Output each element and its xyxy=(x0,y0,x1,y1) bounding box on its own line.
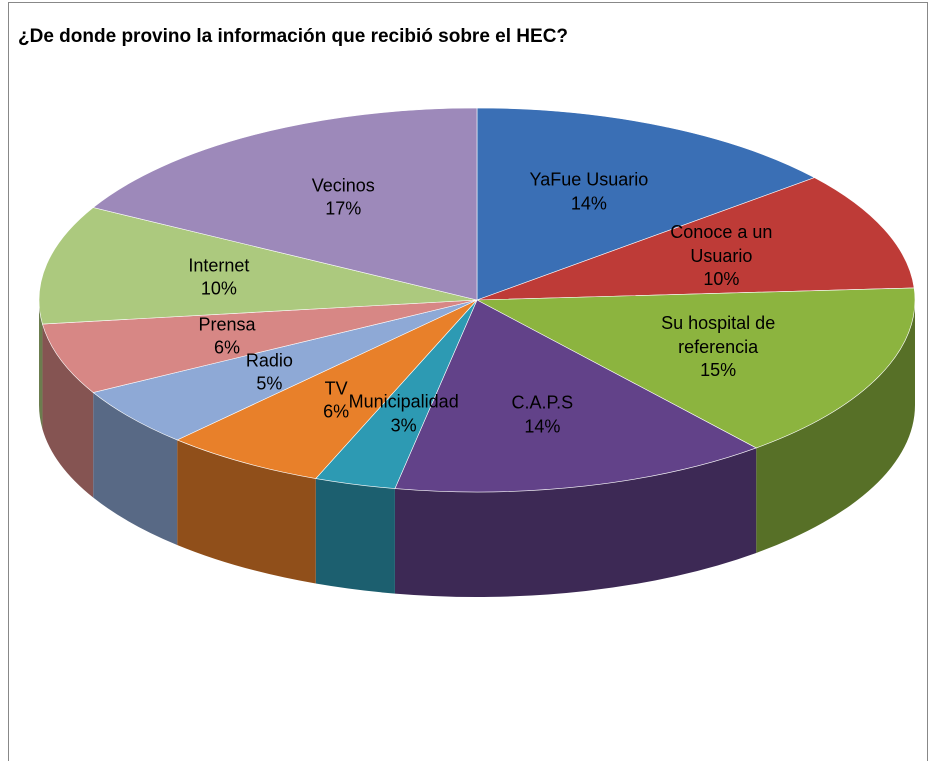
slice-label: Conoce a un Usuario 10% xyxy=(646,221,796,291)
slice xyxy=(394,299,757,493)
slice xyxy=(476,107,816,301)
slice-name: Prensa xyxy=(198,314,256,335)
slice-name: Radio xyxy=(245,350,293,371)
slice-value: 3% xyxy=(390,415,417,436)
slice-value: 14% xyxy=(524,416,561,437)
slice-label: Su hospital de referencia 15% xyxy=(643,312,793,382)
slice-value: 14% xyxy=(570,193,607,214)
slice-label: YaFue Usuario 14% xyxy=(530,169,649,216)
slice xyxy=(475,287,916,449)
slice-value: 17% xyxy=(325,198,362,219)
slice-value: 6% xyxy=(214,337,241,358)
slice-label: Prensa 6% xyxy=(199,313,256,360)
slice-label: Vecinos 17% xyxy=(312,174,375,221)
slice-label: Radio 5% xyxy=(246,350,293,397)
slice-label: Internet 10% xyxy=(188,254,249,301)
slice-label: Municipalidad 3% xyxy=(349,391,459,438)
slice-value: 10% xyxy=(703,268,740,289)
slice-side xyxy=(93,392,178,545)
slice-name: Internet xyxy=(188,255,250,276)
slice-value: 6% xyxy=(323,401,350,422)
slice-name: YaFue Usuario xyxy=(529,169,649,190)
slice-value: 5% xyxy=(256,373,283,394)
slice xyxy=(176,299,478,479)
slice-side xyxy=(39,300,43,430)
chart-frame xyxy=(8,2,928,761)
slice xyxy=(92,107,478,301)
slice-value: 15% xyxy=(700,359,737,380)
slice-side xyxy=(394,447,757,597)
slice-side xyxy=(177,439,316,584)
slice-name: Vecinos xyxy=(311,175,375,196)
slice-name: TV xyxy=(324,378,348,399)
slice-name: C.A.P.S xyxy=(511,392,574,413)
slice xyxy=(476,177,915,301)
slice-side xyxy=(756,300,915,553)
slice-value: 10% xyxy=(200,278,237,299)
slice-name: Municipalidad xyxy=(348,391,459,412)
chart-title: ¿De donde provino la información que rec… xyxy=(18,26,569,47)
slice-label: TV 6% xyxy=(323,377,349,424)
slice xyxy=(42,299,478,393)
slice-label: C.A.P.S 14% xyxy=(511,392,573,439)
slice-side xyxy=(42,324,94,498)
slice-name: Conoce a un Usuario xyxy=(670,222,773,266)
slice xyxy=(38,207,478,325)
slice-side xyxy=(315,478,395,594)
slice-name: Su hospital de referencia xyxy=(661,313,776,357)
